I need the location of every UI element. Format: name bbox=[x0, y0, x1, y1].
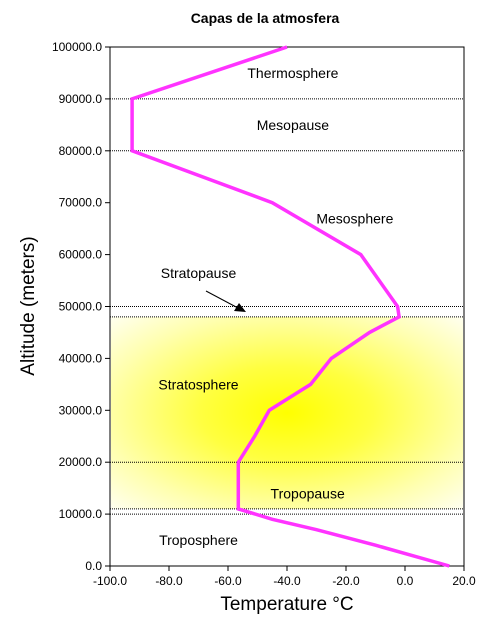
y-tick-label: 50000.0 bbox=[59, 300, 103, 314]
stratosphere-shaded-band bbox=[111, 316, 463, 509]
stratopause-pointer-arrow bbox=[205, 290, 246, 312]
y-tick-label: 60000.0 bbox=[59, 248, 103, 262]
layer-label: Troposphere bbox=[159, 532, 238, 548]
temperature-profile-line bbox=[130, 45, 450, 568]
y-tick-label: 100000.0 bbox=[52, 40, 102, 54]
chart-title: Capas de la atmosfera bbox=[191, 10, 340, 26]
x-tick-label: -100.0 bbox=[93, 574, 127, 588]
layer-label: Mesosphere bbox=[316, 210, 393, 226]
y-tick-label: 80000.0 bbox=[59, 144, 103, 158]
layer-label: Thermosphere bbox=[247, 65, 338, 81]
x-tick-label: -40.0 bbox=[273, 574, 301, 588]
y-axis-label: Altitude (meters) bbox=[18, 236, 39, 375]
y-tick-label: 70000.0 bbox=[59, 196, 103, 210]
x-axis-label: Temperature °C bbox=[220, 594, 353, 615]
layer-label: Stratosphere bbox=[158, 376, 238, 392]
x-tick-label: -80.0 bbox=[155, 574, 183, 588]
y-tick-label: 30000.0 bbox=[59, 403, 103, 417]
x-tick-label: 20.0 bbox=[452, 574, 476, 588]
layer-label: Stratopause bbox=[161, 265, 237, 281]
x-tick-label: -60.0 bbox=[214, 574, 242, 588]
y-tick-label: 0.0 bbox=[85, 559, 102, 573]
layer-label: Mesopause bbox=[257, 117, 330, 133]
y-tick-label: 10000.0 bbox=[59, 507, 103, 521]
x-tick-label: -20.0 bbox=[332, 574, 360, 588]
y-tick-label: 90000.0 bbox=[59, 92, 103, 106]
layer-label: Tropopause bbox=[271, 485, 345, 501]
y-tick-label: 20000.0 bbox=[59, 455, 103, 469]
x-tick-label: 0.0 bbox=[397, 574, 414, 588]
y-tick-label: 40000.0 bbox=[59, 351, 103, 365]
